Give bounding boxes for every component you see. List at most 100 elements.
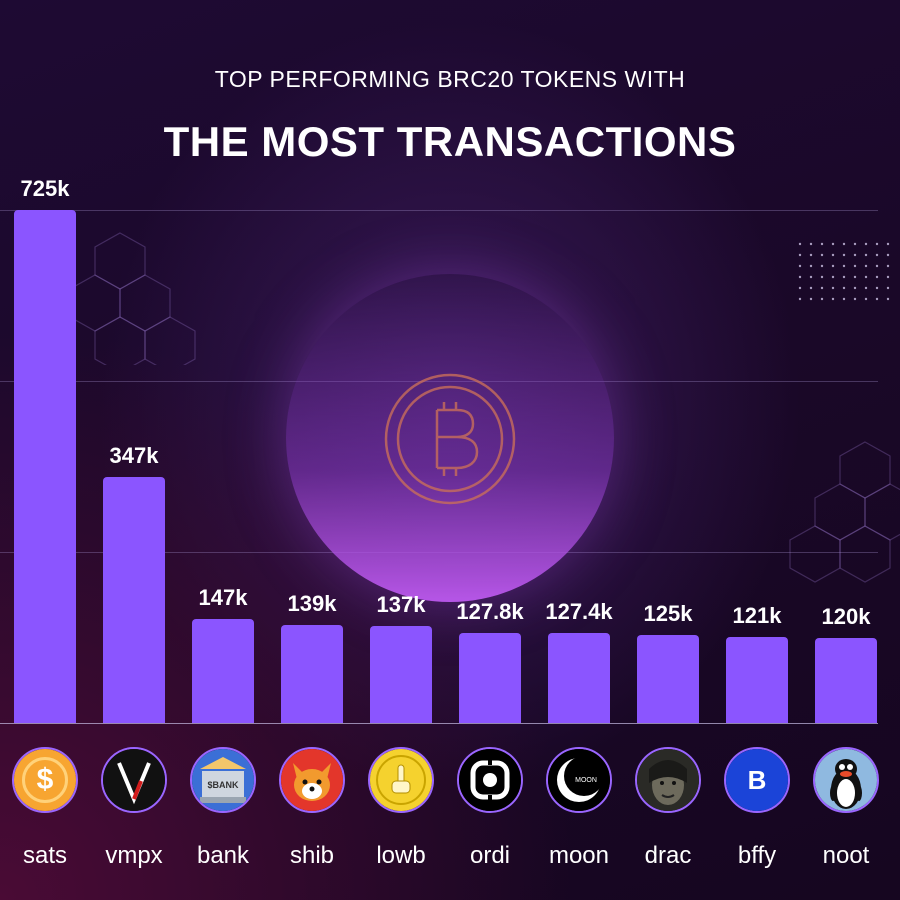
decor-dot <box>864 286 868 290</box>
bffy-logo-letter: B <box>726 749 788 811</box>
moon-crescent-icon: MOON <box>546 747 612 813</box>
decor-dot <box>831 297 835 301</box>
decor-dot <box>886 297 890 301</box>
bar-noot <box>815 638 877 723</box>
decor-dot <box>864 253 868 257</box>
decor-dot <box>809 297 813 301</box>
decor-dot <box>831 264 835 268</box>
decor-dot <box>809 242 813 246</box>
decor-dot <box>798 253 802 257</box>
hexagon-pattern-left <box>69 232 196 365</box>
hexagon-pattern-right <box>789 441 900 583</box>
decor-dot <box>864 264 868 268</box>
token-name-sats: sats <box>22 842 67 869</box>
decor-dot <box>853 297 857 301</box>
bar-moon <box>548 632 610 723</box>
decor-dot <box>853 275 857 279</box>
decor-dot <box>842 286 846 290</box>
bank-logo-text: $BANK <box>207 780 239 790</box>
token-name-lowb: lowb <box>376 842 426 869</box>
data-label-drac: 125k <box>643 600 693 626</box>
decor-dot <box>798 264 802 268</box>
decor-dot <box>831 242 835 246</box>
drac-face-icon <box>635 747 701 813</box>
token-name-ordi: ordi <box>469 842 511 869</box>
decor-dot <box>864 242 868 246</box>
bar-shib <box>281 624 343 723</box>
token-name-vmpx: vmpx <box>105 842 163 869</box>
decor-dot <box>798 275 802 279</box>
decor-dot <box>853 242 857 246</box>
token-name-shib: shib <box>289 842 335 869</box>
data-label-bffy: 121k <box>732 603 782 629</box>
data-label-lowb: 137k <box>376 592 426 618</box>
decor-dot <box>842 242 846 246</box>
decor-dot <box>842 264 846 268</box>
decor-dot <box>820 253 824 257</box>
decor-dot <box>864 297 868 301</box>
decor-dot <box>820 286 824 290</box>
decor-dot <box>886 253 890 257</box>
dot-grid-decoration <box>798 242 890 301</box>
chart-subtitle: TOP PERFORMING BRC20 TOKENS WITH <box>214 66 686 92</box>
gridline <box>0 210 878 211</box>
shiba-inu-dog-icon <box>279 747 345 813</box>
data-label-sats: 725k <box>20 176 70 201</box>
decor-dot <box>886 275 890 279</box>
dollar-sign-glyph: $ <box>22 757 68 803</box>
decor-dot <box>798 297 802 301</box>
decor-dot <box>875 264 879 268</box>
sats-dollar-coin-icon: $ <box>12 747 78 813</box>
bar-sats <box>14 210 76 723</box>
decor-dot <box>831 286 835 290</box>
decor-dot <box>875 297 879 301</box>
token-name-bank: bank <box>196 842 250 869</box>
decor-dot <box>853 264 857 268</box>
bar-bank <box>192 618 254 723</box>
decor-dot <box>842 275 846 279</box>
data-label-moon: 127.4k <box>545 598 613 624</box>
bar-bffy <box>726 637 788 723</box>
decor-dot <box>875 253 879 257</box>
decor-dot <box>798 242 802 246</box>
bffy-letter-b-icon: B <box>724 747 790 813</box>
data-label-noot: 120k <box>821 604 871 630</box>
ordi-ring-icon <box>457 747 523 813</box>
decor-dot <box>820 242 824 246</box>
chart-title: THE MOST TRANSACTIONS <box>163 118 737 165</box>
decor-dot <box>875 275 879 279</box>
decor-dot <box>809 264 813 268</box>
x-axis-baseline <box>0 723 878 724</box>
decor-dot <box>809 275 813 279</box>
bar-ordi <box>459 632 521 723</box>
decor-dot <box>798 286 802 290</box>
decor-dot <box>820 275 824 279</box>
token-name-bffy: bffy <box>737 842 777 869</box>
decor-dot <box>831 253 835 257</box>
decor-dot <box>875 242 879 246</box>
decor-dot <box>886 242 890 246</box>
decor-dot <box>842 297 846 301</box>
token-name-moon: moon <box>548 842 610 869</box>
decor-dot <box>875 286 879 290</box>
data-label-bank: 147k <box>198 584 248 610</box>
penguin-icon <box>813 747 879 813</box>
decor-dot <box>853 253 857 257</box>
decor-dot <box>853 286 857 290</box>
bank-building-icon: $BANK <box>190 747 256 813</box>
decor-dot <box>842 253 846 257</box>
decor-dot <box>886 286 890 290</box>
vmpx-v-logo-icon <box>101 747 167 813</box>
token-name-drac: drac <box>644 842 692 869</box>
bar-vmpx <box>103 477 165 723</box>
bar-lowb <box>370 626 432 723</box>
token-name-noot: noot <box>822 842 870 869</box>
decor-dot <box>864 275 868 279</box>
data-label-vmpx: 347k <box>109 443 159 469</box>
decor-dot <box>886 264 890 268</box>
bitcoin-outline-icon <box>384 373 516 505</box>
moon-logo-text: MOON <box>575 777 597 784</box>
data-label-shib: 139k <box>287 590 337 616</box>
lowb-gold-coin-icon <box>368 747 434 813</box>
